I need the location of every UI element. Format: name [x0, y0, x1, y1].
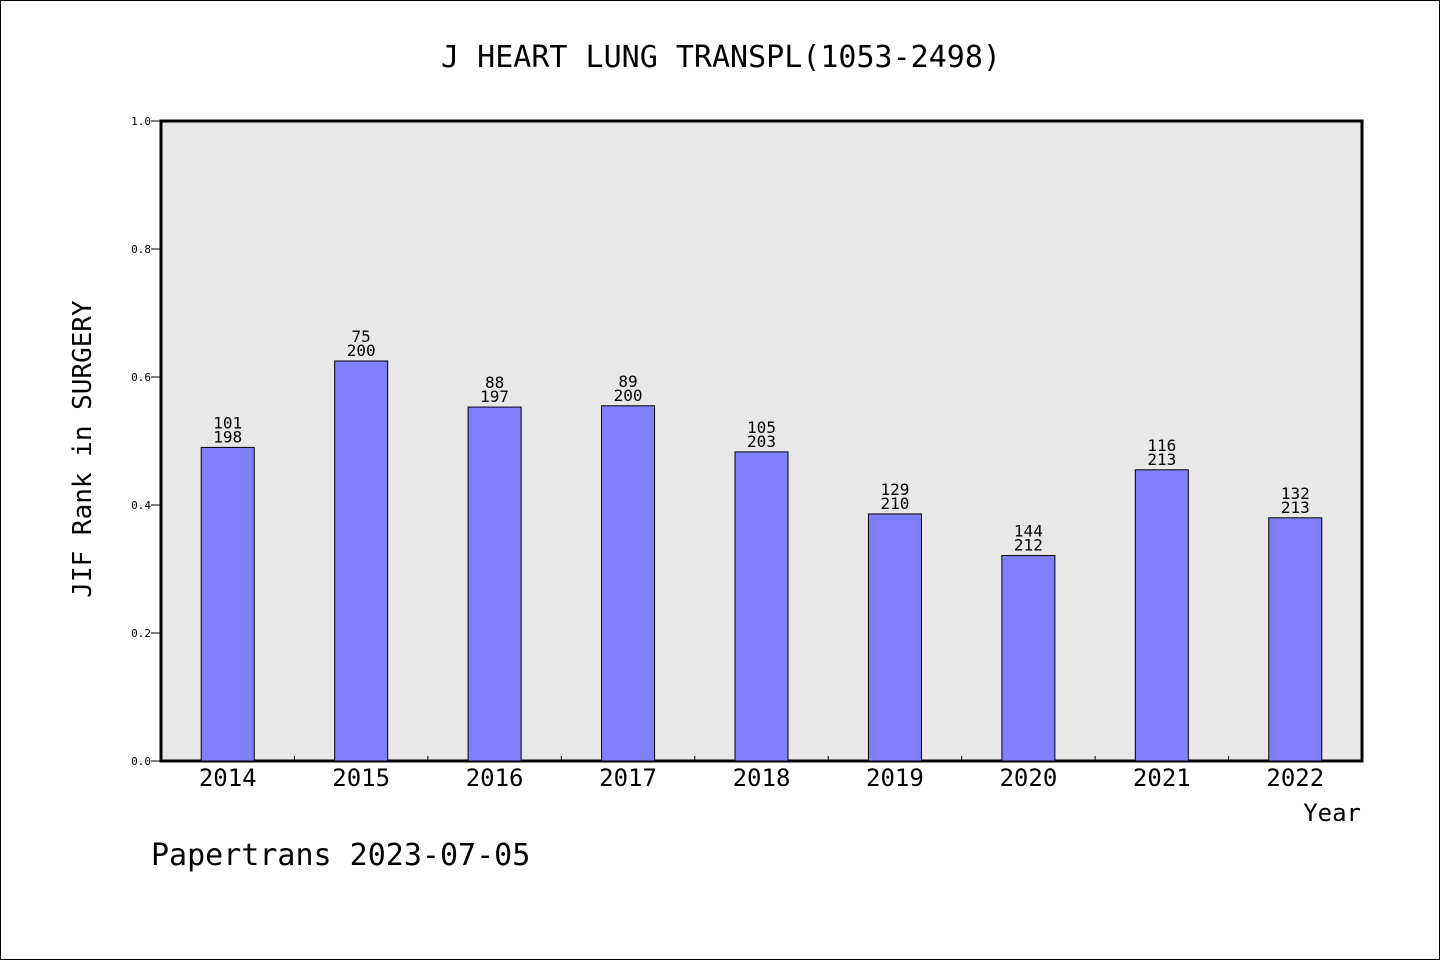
- bar-total-label: 213: [1281, 498, 1310, 517]
- bar-total-label: 210: [880, 494, 909, 513]
- x-tick-label: 2020: [999, 764, 1057, 792]
- y-tick-label: 1.0: [131, 115, 151, 128]
- x-tick-label: 2018: [733, 764, 791, 792]
- bar-total-label: 213: [1147, 450, 1176, 469]
- bar-labels: 1011987520088197892001052031292101442121…: [213, 327, 1309, 555]
- chart-title: J HEART LUNG TRANSPL(1053-2498): [441, 40, 1001, 75]
- bar-rank-label: 129: [880, 480, 909, 499]
- bar-rank-label: 88: [485, 373, 504, 392]
- bar-2021: [1134, 469, 1189, 762]
- bar-total-label: 200: [347, 341, 376, 360]
- bar-total-label: 197: [480, 387, 509, 406]
- bar-2018: [734, 451, 789, 762]
- y-tick-label: 0.8: [131, 243, 151, 256]
- x-tick-label: 2014: [199, 764, 257, 792]
- bar-2017: [601, 405, 656, 762]
- bar-2020: [1001, 555, 1056, 762]
- x-tick-label: 2022: [1266, 764, 1324, 792]
- x-axis-label: Year: [1303, 799, 1361, 827]
- bar-rank-label: 116: [1147, 436, 1176, 455]
- y-tick-label: 0.0: [131, 755, 151, 768]
- bar-2016: [467, 406, 522, 762]
- bar-rank-label: 89: [618, 372, 637, 391]
- y-tick-label: 0.2: [131, 627, 151, 640]
- y-axis-label: JIF Rank in SURGERY: [68, 300, 98, 598]
- bar-total-label: 212: [1014, 536, 1043, 555]
- bar-2022: [1268, 517, 1323, 762]
- bar-rank-label: 105: [747, 418, 776, 437]
- x-tick-label: 2021: [1133, 764, 1191, 792]
- bar-2019: [867, 513, 922, 762]
- bar-rank-label: 101: [213, 413, 242, 432]
- y-tick-label: 0.4: [131, 499, 151, 512]
- bars: [200, 360, 1323, 762]
- y-axis: 0.0 0.2 0.4 0.6 0.8 1.0: [131, 115, 161, 768]
- x-tick-label: 2017: [599, 764, 657, 792]
- bar-rank-label: 132: [1281, 484, 1310, 503]
- bar-rank-label: 75: [352, 327, 371, 346]
- bar-2014: [200, 446, 255, 762]
- x-axis: 2014 2015 2016 2017 2018 2019 2020 2021 2022: [199, 756, 1324, 792]
- footer-watermark: Papertrans 2023-07-05: [151, 838, 530, 873]
- y-tick-label: 0.6: [131, 371, 151, 384]
- bar-total-label: 198: [213, 427, 242, 446]
- x-tick-label: 2015: [332, 764, 390, 792]
- x-tick-label: 2016: [466, 764, 524, 792]
- bar-rank-label: 144: [1014, 522, 1043, 541]
- bar-total-label: 200: [614, 386, 643, 405]
- bar-2015: [334, 360, 389, 762]
- x-tick-label: 2019: [866, 764, 924, 792]
- bar-total-label: 203: [747, 432, 776, 451]
